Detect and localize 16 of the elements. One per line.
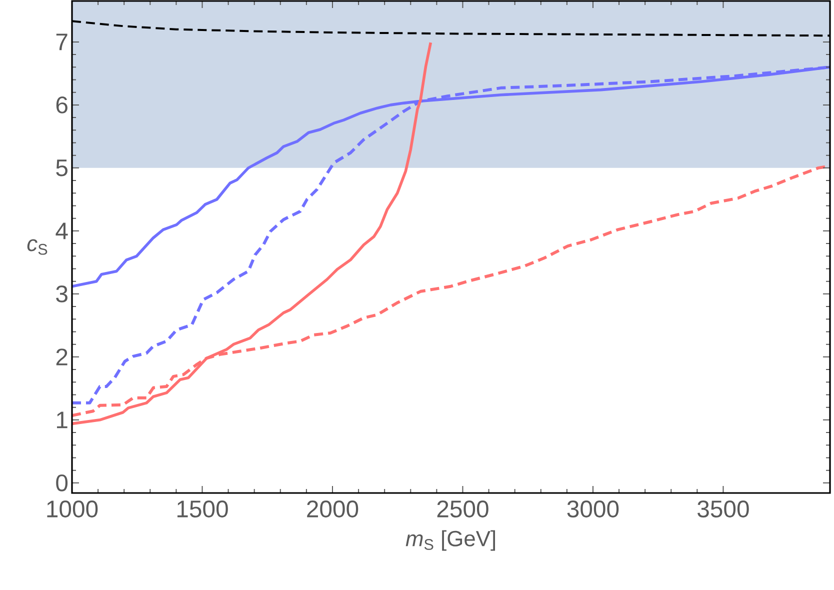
y-tick-label: 0 <box>56 474 68 492</box>
y-tick-label: 4 <box>56 222 68 240</box>
x-tick-label: 2000 <box>307 500 358 518</box>
y-tick-label: 3 <box>56 285 68 302</box>
x-axis-title: m$_{S}$ [GeV] <box>406 530 496 551</box>
y-tick-label: 2 <box>56 348 68 366</box>
x-tick-label: 2500 <box>437 500 488 518</box>
y-tick-label: 5 <box>56 160 68 176</box>
y-tick-label: 7 <box>56 34 68 50</box>
x-tick-label: 1500 <box>177 500 228 518</box>
x-tick-label: 3500 <box>698 500 749 518</box>
y-tick-label: 6 <box>56 96 68 114</box>
x-tick-label: 1000 <box>47 500 98 518</box>
y-axis-title: c$_{S}$ <box>27 239 48 255</box>
x-tick-label: 3000 <box>567 500 619 518</box>
y-tick-label: 1 <box>57 412 68 428</box>
